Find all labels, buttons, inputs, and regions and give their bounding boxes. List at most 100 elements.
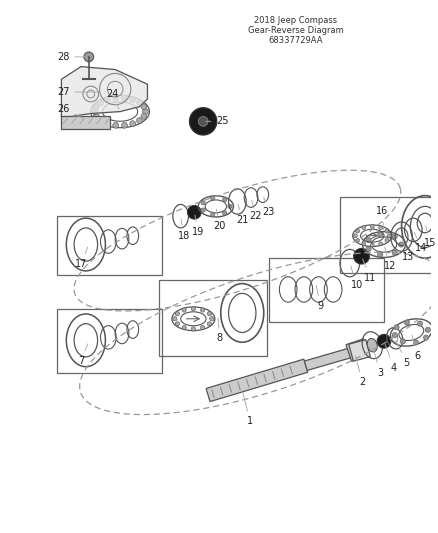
- Circle shape: [379, 242, 383, 246]
- Circle shape: [392, 234, 397, 239]
- Circle shape: [142, 109, 148, 115]
- Text: 19: 19: [192, 215, 205, 237]
- Polygon shape: [206, 359, 308, 401]
- Circle shape: [201, 308, 205, 312]
- Text: 14: 14: [414, 232, 427, 253]
- Circle shape: [93, 114, 99, 119]
- Bar: [340, 197, 438, 273]
- Text: 20: 20: [214, 209, 226, 231]
- Circle shape: [211, 196, 215, 200]
- Circle shape: [413, 340, 418, 345]
- Text: 21: 21: [236, 204, 248, 225]
- Circle shape: [201, 200, 205, 205]
- Circle shape: [387, 234, 391, 238]
- Circle shape: [366, 246, 371, 252]
- Polygon shape: [346, 339, 369, 361]
- Circle shape: [385, 229, 389, 233]
- Circle shape: [191, 327, 195, 331]
- Text: 10: 10: [350, 266, 363, 289]
- Circle shape: [191, 306, 195, 311]
- Text: 12: 12: [384, 247, 396, 271]
- Text: 25: 25: [206, 116, 229, 126]
- Circle shape: [378, 232, 383, 237]
- Bar: [349, 340, 371, 361]
- Circle shape: [378, 252, 383, 257]
- Circle shape: [175, 322, 180, 326]
- Circle shape: [190, 108, 217, 135]
- Text: 28: 28: [57, 52, 86, 62]
- Text: 18: 18: [177, 219, 190, 241]
- Text: 2018 Jeep Compass
Gear-Reverse Diagram
68337729AA: 2018 Jeep Compass Gear-Reverse Diagram 6…: [248, 15, 344, 45]
- Ellipse shape: [367, 338, 377, 352]
- Circle shape: [105, 120, 110, 126]
- Circle shape: [392, 333, 397, 338]
- Circle shape: [362, 225, 366, 230]
- Circle shape: [207, 312, 212, 316]
- Circle shape: [210, 317, 214, 321]
- Circle shape: [187, 205, 201, 219]
- Circle shape: [113, 123, 119, 128]
- Bar: [57, 309, 162, 373]
- Circle shape: [394, 325, 399, 330]
- Polygon shape: [61, 67, 148, 117]
- Circle shape: [353, 234, 357, 238]
- Text: 16: 16: [376, 206, 388, 230]
- Circle shape: [223, 198, 227, 202]
- Circle shape: [130, 96, 136, 102]
- Circle shape: [404, 320, 410, 325]
- Circle shape: [370, 224, 374, 228]
- Text: 11: 11: [363, 259, 376, 282]
- Polygon shape: [304, 348, 351, 370]
- Text: 3: 3: [373, 348, 383, 377]
- Circle shape: [379, 225, 383, 230]
- Bar: [61, 117, 110, 129]
- Circle shape: [175, 312, 180, 316]
- Text: 7: 7: [78, 344, 88, 366]
- Circle shape: [201, 208, 205, 212]
- Circle shape: [98, 118, 104, 124]
- Circle shape: [105, 96, 110, 102]
- Text: 9: 9: [316, 285, 324, 311]
- Circle shape: [424, 335, 429, 340]
- Circle shape: [366, 238, 371, 243]
- Text: 24: 24: [106, 89, 119, 109]
- Circle shape: [370, 243, 374, 247]
- Circle shape: [228, 204, 232, 208]
- Circle shape: [173, 317, 177, 321]
- Text: 17: 17: [75, 247, 88, 269]
- Circle shape: [182, 326, 186, 330]
- Text: 22: 22: [250, 200, 262, 221]
- Circle shape: [425, 327, 431, 333]
- Circle shape: [223, 211, 227, 215]
- Circle shape: [137, 100, 142, 106]
- Circle shape: [207, 322, 212, 326]
- Circle shape: [121, 123, 127, 128]
- Circle shape: [353, 248, 369, 264]
- Circle shape: [417, 321, 423, 326]
- Circle shape: [84, 52, 94, 62]
- Circle shape: [182, 308, 186, 312]
- Bar: [268, 258, 384, 322]
- Circle shape: [137, 118, 142, 124]
- Text: 26: 26: [57, 103, 83, 118]
- Circle shape: [92, 109, 98, 115]
- Circle shape: [385, 238, 389, 243]
- Circle shape: [399, 242, 404, 247]
- Text: 2: 2: [355, 356, 366, 387]
- Bar: [57, 216, 162, 275]
- Text: 8: 8: [217, 318, 223, 343]
- Circle shape: [211, 213, 215, 217]
- Text: 15: 15: [424, 225, 436, 247]
- Text: 5: 5: [396, 341, 410, 368]
- Text: 6: 6: [412, 335, 420, 361]
- Circle shape: [356, 229, 360, 233]
- Text: 4: 4: [385, 344, 397, 373]
- Circle shape: [113, 95, 119, 101]
- Text: 27: 27: [57, 87, 98, 97]
- Circle shape: [392, 250, 397, 255]
- Text: 13: 13: [402, 239, 414, 262]
- Circle shape: [377, 334, 391, 348]
- Circle shape: [356, 238, 360, 243]
- Circle shape: [201, 326, 205, 330]
- Circle shape: [198, 117, 208, 126]
